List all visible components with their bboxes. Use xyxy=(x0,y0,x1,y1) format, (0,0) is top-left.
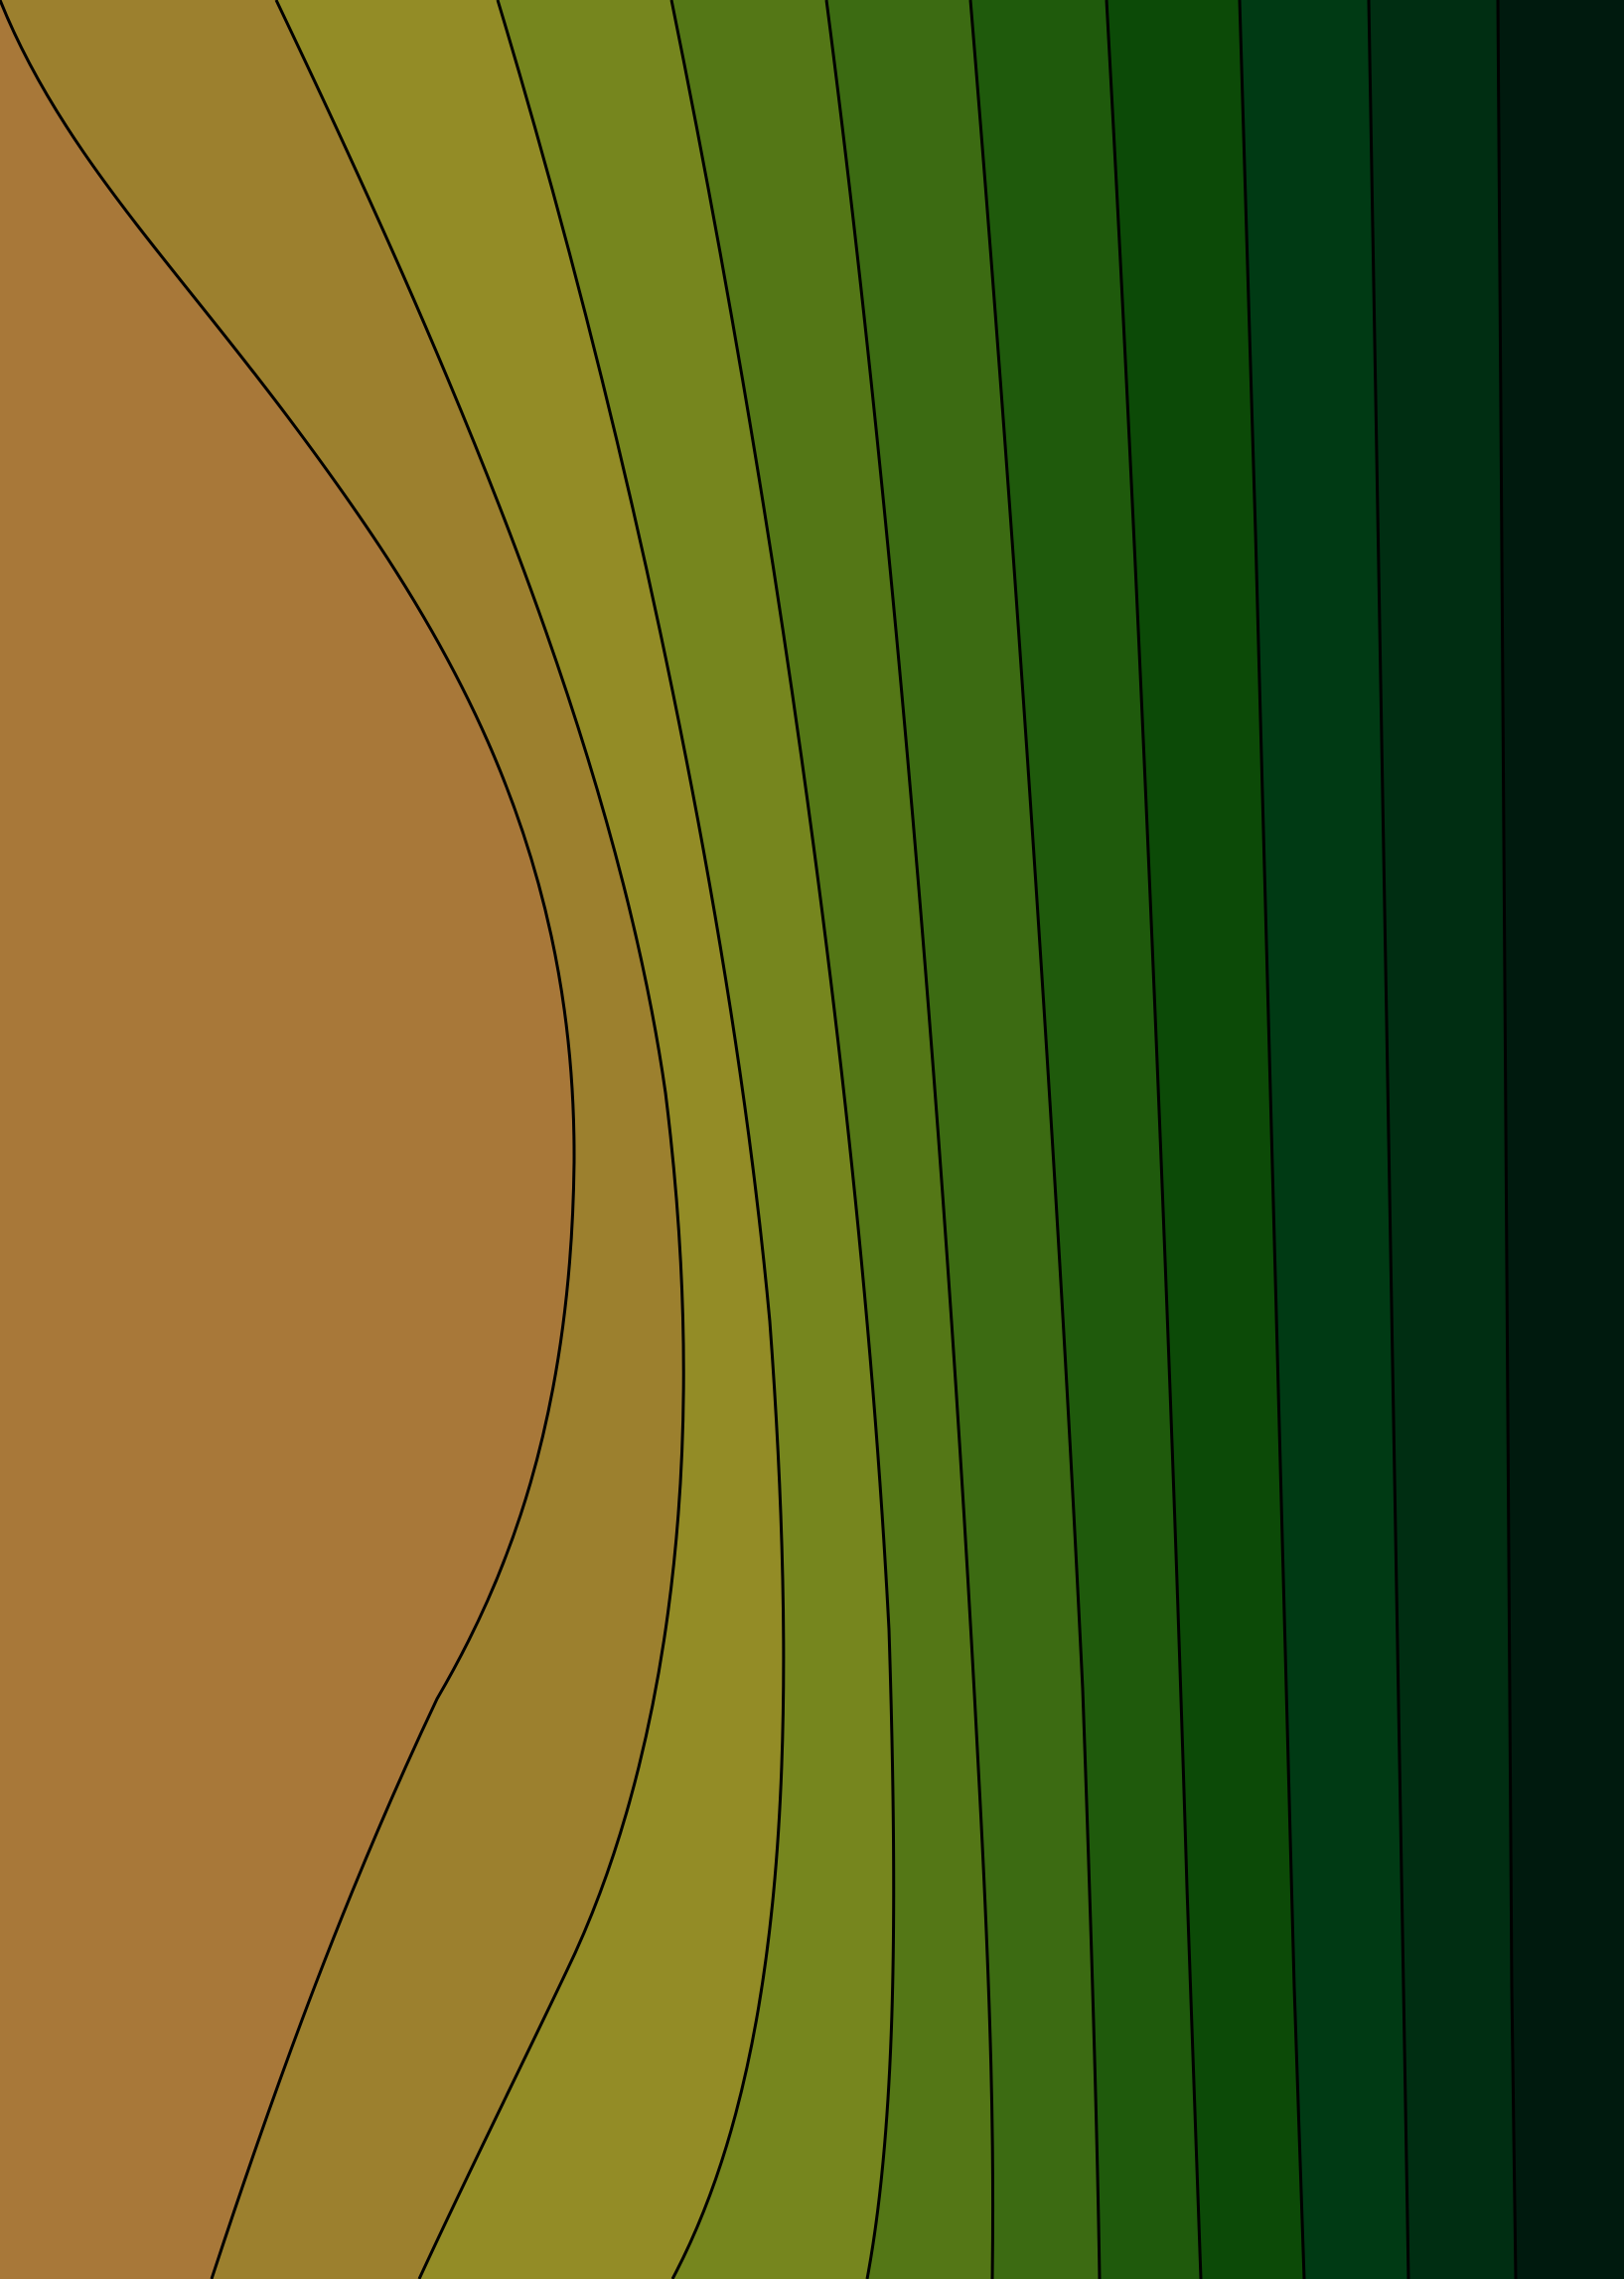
contour-line-1 xyxy=(274,0,685,2279)
contour-line-6 xyxy=(1105,0,1203,2279)
contour-line-5 xyxy=(968,0,1102,2279)
contour-line-0 xyxy=(0,0,576,2279)
contour-line-3 xyxy=(669,0,896,2279)
contour-line-7 xyxy=(1238,0,1306,2279)
contour-line-9 xyxy=(1496,0,1518,2279)
contour-line-2 xyxy=(496,0,786,2279)
contour-line-4 xyxy=(824,0,995,2279)
contour-line-8 xyxy=(1367,0,1410,2279)
contour-lines xyxy=(0,0,1518,2279)
